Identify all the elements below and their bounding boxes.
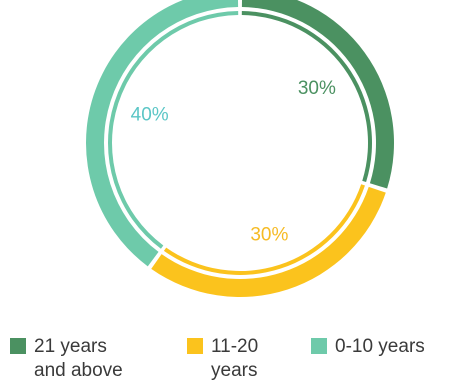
donut-slice-0-10-years <box>86 0 239 267</box>
legend-swatch <box>187 338 203 354</box>
legend-label: 11-20 years <box>211 336 259 381</box>
legend-swatch <box>311 338 327 354</box>
legend-label: 0-10 years <box>335 336 425 357</box>
data-label-21-years-and-above: 30% <box>298 78 336 99</box>
legend-item-0-10-years: 0-10 years <box>311 335 425 359</box>
donut-slice-11-20-years <box>151 186 386 297</box>
legend-item-21-years-and-above: 21 years and above <box>10 335 123 383</box>
legend-item-11-20-years: 11-20 years <box>187 335 258 383</box>
data-label-11-20-years: 30% <box>250 224 288 245</box>
legend-swatch <box>10 338 26 354</box>
legend-label: 21 years and above <box>34 336 123 381</box>
data-label-0-10-years: 40% <box>131 105 169 126</box>
donut-slice-21-years-and-above <box>241 0 394 189</box>
